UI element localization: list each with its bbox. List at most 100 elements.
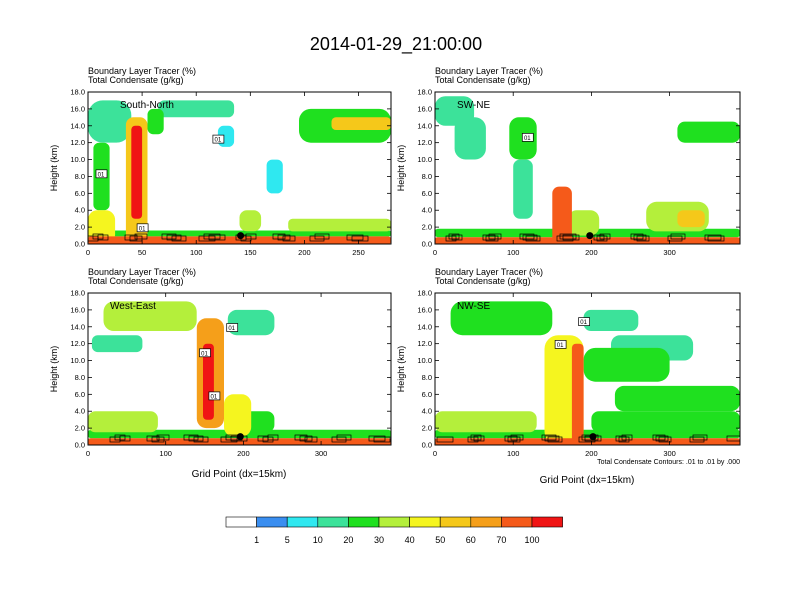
condensate-contour [636,235,650,242]
plot-area: 01010.02.04.06.08.010.012.014.016.018.00… [417,289,741,458]
y-tick-label: 16.0 [417,305,432,314]
tracer-cell [591,411,740,433]
colorbar-swatch [348,516,380,528]
x-tick-label: 250 [352,248,365,257]
colorbar-swatch [501,516,533,528]
panel-title-line1: Boundary Layer Tracer (%) [435,66,543,76]
condensate-contour [282,235,296,242]
colorbar: 1 5 10 20 30 40 50 60 70 100 [225,516,563,545]
condensate-contour [220,436,238,443]
contour-label: 01 [557,343,564,349]
condensate-contour [621,434,633,441]
tracer-cell [91,335,143,353]
condensate-contour [704,234,722,241]
condensate-contour [448,233,460,240]
colorbar-label: 1 [254,535,259,545]
tracer-cell [450,301,553,336]
y-tick-label: 14.0 [70,322,85,331]
x-axis-label: Grid Point (dx=15km) [540,475,635,486]
x-tick-label: 150 [244,248,257,257]
condensate-contour [615,435,627,442]
x-tick-label: 200 [585,449,598,458]
panel-nw-se: Boundary Layer Tracer (%) Total Condensa… [396,267,741,486]
y-tick-label: 2.0 [75,223,85,232]
plot-frame [434,292,741,446]
y-tick-label: 12.0 [417,138,432,147]
y-tick-label: 4.0 [75,206,85,215]
site-marker [237,232,245,240]
tracer-cell [239,210,262,232]
panel-label: NW-SE [457,301,490,312]
y-tick-label: 14.0 [417,322,432,331]
tracer-cell [131,125,143,219]
y-axis-label: Height (km) [49,145,59,192]
contour-label-box [136,223,149,233]
contour-label: 01 [228,326,235,332]
plot-area: 01 01 01 0.0 2.0 4.0 6.0 8.0 10.0 12.0 14.0 16.0 18.… [70,289,392,458]
x-tick-label: 100 [159,449,172,458]
condensate-contour [593,234,605,241]
condensate-contour [151,436,165,443]
site-marker [589,433,597,441]
tracer-cell [158,100,235,118]
condensate-contour [166,234,182,241]
condensate-contour [544,435,560,442]
y-tick-label: 16.0 [70,305,85,314]
condensate-contour [633,234,647,241]
condensate-contour [670,233,686,240]
y-tick-label: 12.0 [417,339,432,348]
tracer-cell [224,394,252,437]
x-tick-label: 100 [507,248,520,257]
condensate-contour [161,233,177,240]
y-tick-label: 10.0 [70,155,85,164]
condensate-contour [726,435,740,442]
tracer-field: 01 01 01 [88,92,391,244]
tracer-cell [435,411,537,433]
tracer-cell [331,117,391,130]
tracer-cell [513,159,533,219]
y-axis-label: Height (km) [396,346,406,393]
y-tick-label: 10.0 [70,356,85,365]
y-tick-label: 6.0 [75,189,85,198]
condensate-contour [655,435,669,442]
condensate-contour [193,436,209,443]
colorbar-swatch [225,516,257,528]
tracer-cell [288,218,391,232]
panel-title-line1: Boundary Layer Tracer (%) [88,267,196,277]
condensate-contour [188,435,204,442]
y-tick-label: 0.0 [422,441,432,450]
plot-frame [434,91,741,245]
tracer-cell [103,301,197,331]
condensate-contour [208,234,226,241]
contour-label: 01 [524,136,531,142]
colorbar-label: 5 [285,535,290,545]
y-tick-label: 10.0 [417,356,432,365]
condensate-contour [445,235,457,242]
y-tick-label: 4.0 [422,206,432,215]
contour-label: 01 [215,138,222,144]
condensate-contour [658,436,672,443]
tracer-cell [266,159,283,194]
condensate-contour [156,434,170,441]
panel-title-line1: Boundary Layer Tracer (%) [88,66,196,76]
y-tick-label: 6.0 [422,390,432,399]
condensate-contour [198,235,216,242]
y-tick-label: 8.0 [422,172,432,181]
y-tick-label: 4.0 [422,407,432,416]
condensate-contour [507,436,521,443]
panel-label: SW-NE [457,100,490,111]
y-tick-label: 0.0 [422,240,432,249]
condensate-contour [336,434,352,441]
tracer-cell [227,309,275,336]
colorbar-label: 20 [343,535,353,545]
condensate-contour [294,434,308,441]
panel-sw-ne: Boundary Layer Tracer (%) Total Condensa… [396,66,741,257]
colorbar-swatch [286,516,319,528]
x-tick-label: 200 [585,248,598,257]
y-tick-label: 14.0 [417,121,432,130]
condensate-contour [129,235,143,242]
condensate-contour [525,235,541,242]
condensate-contour [488,233,502,240]
y-tick-label: 16.0 [417,104,432,113]
panel-title-line2: Total Condensate (g/kg) [435,276,531,286]
